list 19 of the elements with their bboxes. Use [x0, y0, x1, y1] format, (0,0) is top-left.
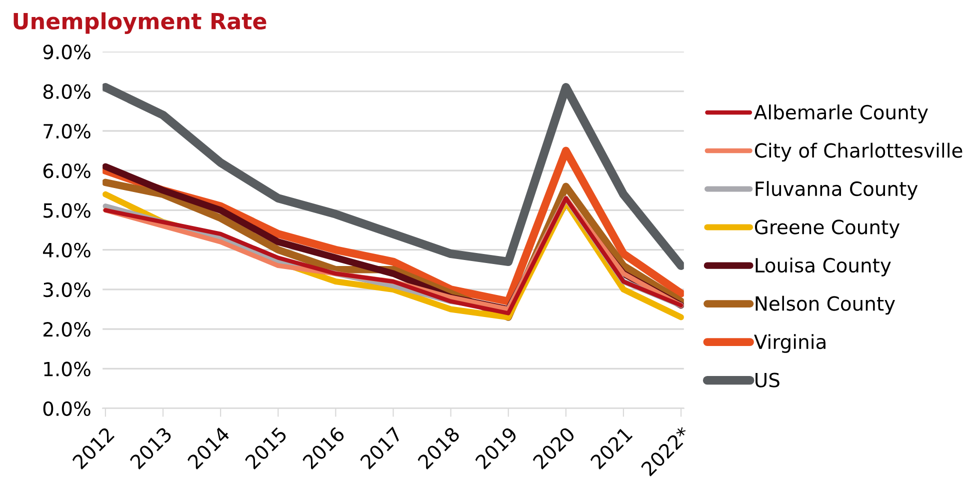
- y-tick-label: 2.0%: [44, 322, 90, 337]
- y-tick-label: 3.0%: [44, 282, 90, 298]
- y-tick-label: 0.0%: [43, 401, 90, 416]
- legend-label: City of Charlottesville: [754, 142, 962, 162]
- legend-label: Nelson County: [756, 296, 895, 315]
- legend-label: Fluvanna County: [756, 181, 918, 200]
- y-tick-label: 9.0%: [43, 44, 90, 60]
- y-tick-label: 5.0%: [44, 203, 90, 218]
- legend-label: Louisa County: [756, 258, 891, 276]
- legend-label: Greene County: [754, 220, 900, 238]
- legend-label: Albemarle County: [754, 104, 928, 124]
- y-tick-label: 8.0%: [43, 84, 90, 99]
- y-tick-label: 7.0%: [44, 124, 90, 139]
- y-tick-label: 1.0%: [44, 362, 90, 376]
- y-tick-label: 4.0%: [43, 242, 90, 258]
- y-tick-label: 6.0%: [43, 164, 90, 178]
- legend-label: Virginia: [754, 334, 826, 353]
- legend-label: US: [756, 372, 780, 388]
- chart-title: Unemployment Rate: [14, 12, 266, 34]
